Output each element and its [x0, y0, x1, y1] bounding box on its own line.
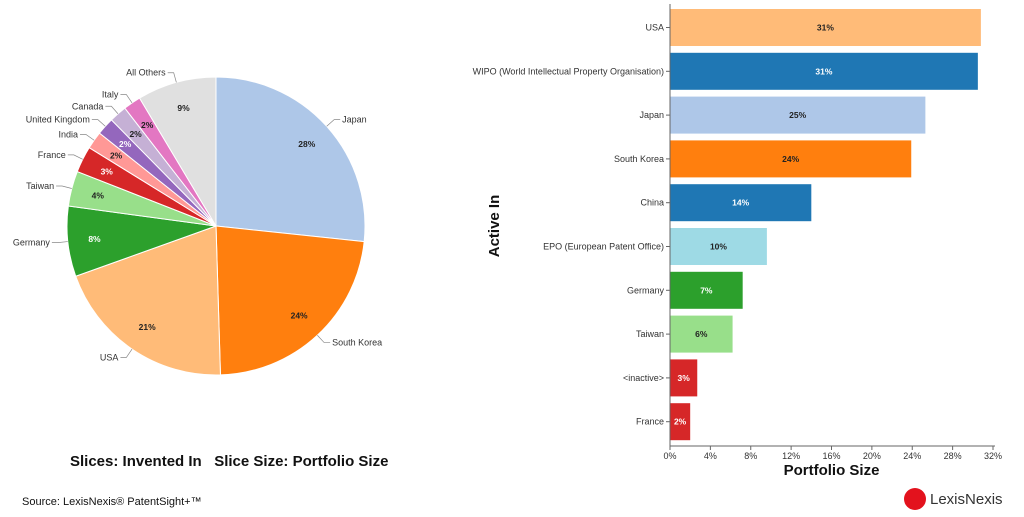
y-tick-label: China: [640, 198, 664, 208]
logo-text: LexisNexis: [930, 491, 1003, 508]
pie-caption: Slices: Invented In Slice Size: Portfoli…: [70, 453, 388, 470]
y-tick-label: Germany: [627, 285, 665, 295]
slice-label: France: [38, 150, 66, 160]
y-tick-label: WIPO (World Intellectual Property Organi…: [473, 66, 664, 76]
bar-value: 10%: [710, 242, 727, 252]
y-axis-title: Active In: [486, 195, 503, 258]
x-axis-title: Portfolio Size: [784, 462, 880, 479]
bar-value: 31%: [815, 66, 832, 76]
bar-value: 7%: [700, 285, 713, 295]
slice-leader-line: [168, 73, 177, 83]
slice-value: 21%: [139, 322, 156, 332]
pie-slice: [216, 226, 364, 375]
slice-leader-line: [120, 349, 132, 357]
slice-label: Japan: [342, 115, 367, 125]
x-tick-label: 20%: [863, 451, 881, 461]
slice-leader-line: [52, 242, 68, 243]
x-tick-label: 0%: [663, 451, 676, 461]
x-tick-label: 28%: [944, 451, 962, 461]
slice-leader-line: [105, 106, 118, 114]
slice-value: 24%: [291, 311, 308, 321]
slice-label: India: [58, 129, 78, 139]
x-tick-label: 24%: [903, 451, 921, 461]
bar-value: 2%: [674, 417, 687, 427]
slice-leader-line: [68, 155, 83, 159]
slice-value: 8%: [88, 234, 101, 244]
slice-leader-line: [92, 120, 105, 127]
pie-slice: [216, 77, 365, 242]
slice-label: Taiwan: [26, 181, 54, 191]
slice-label: USA: [100, 352, 119, 362]
slice-label: Canada: [72, 101, 104, 111]
y-tick-label: USA: [645, 23, 664, 33]
slice-label: Germany: [13, 238, 51, 248]
lexisnexis-logo: LexisNexis: [904, 488, 1003, 510]
bar-value: 3%: [677, 373, 690, 383]
y-tick-label: Japan: [639, 110, 664, 120]
slice-value: 2%: [110, 151, 123, 161]
bar-value: 14%: [732, 198, 749, 208]
bar-value: 31%: [817, 23, 834, 33]
slice-label: United Kingdom: [26, 115, 90, 125]
slice-value: 4%: [92, 190, 105, 200]
y-tick-label: EPO (European Patent Office): [543, 242, 664, 252]
x-tick-label: 32%: [984, 451, 1002, 461]
slice-label: Italy: [102, 90, 119, 100]
y-tick-label: <inactive>: [623, 373, 664, 383]
slice-leader-line: [327, 120, 340, 127]
y-tick-label: Taiwan: [636, 329, 664, 339]
x-tick-label: 16%: [822, 451, 840, 461]
slice-value: 2%: [129, 129, 142, 139]
slice-label: All Others: [126, 68, 166, 78]
source-note: Source: LexisNexis® PatentSight+™: [22, 496, 202, 508]
x-tick-label: 4%: [704, 451, 717, 461]
slice-leader-line: [56, 186, 72, 189]
slice-value: 3%: [101, 166, 114, 176]
y-tick-label: South Korea: [614, 154, 664, 164]
x-tick-label: 8%: [744, 451, 757, 461]
x-tick-label: 12%: [782, 451, 800, 461]
bar-value: 6%: [695, 329, 708, 339]
y-tick-label: France: [636, 417, 664, 427]
slice-leader-line: [317, 335, 330, 342]
bar-value: 24%: [782, 154, 799, 164]
slice-value: 2%: [141, 120, 154, 130]
slice-leader-line: [120, 95, 132, 103]
logo-icon: [904, 488, 926, 510]
bar-value: 25%: [789, 110, 806, 120]
slice-label: South Korea: [332, 338, 382, 348]
slice-value: 2%: [119, 139, 132, 149]
slice-value: 9%: [177, 103, 190, 113]
slice-value: 28%: [298, 139, 315, 149]
slice-leader-line: [80, 134, 94, 140]
